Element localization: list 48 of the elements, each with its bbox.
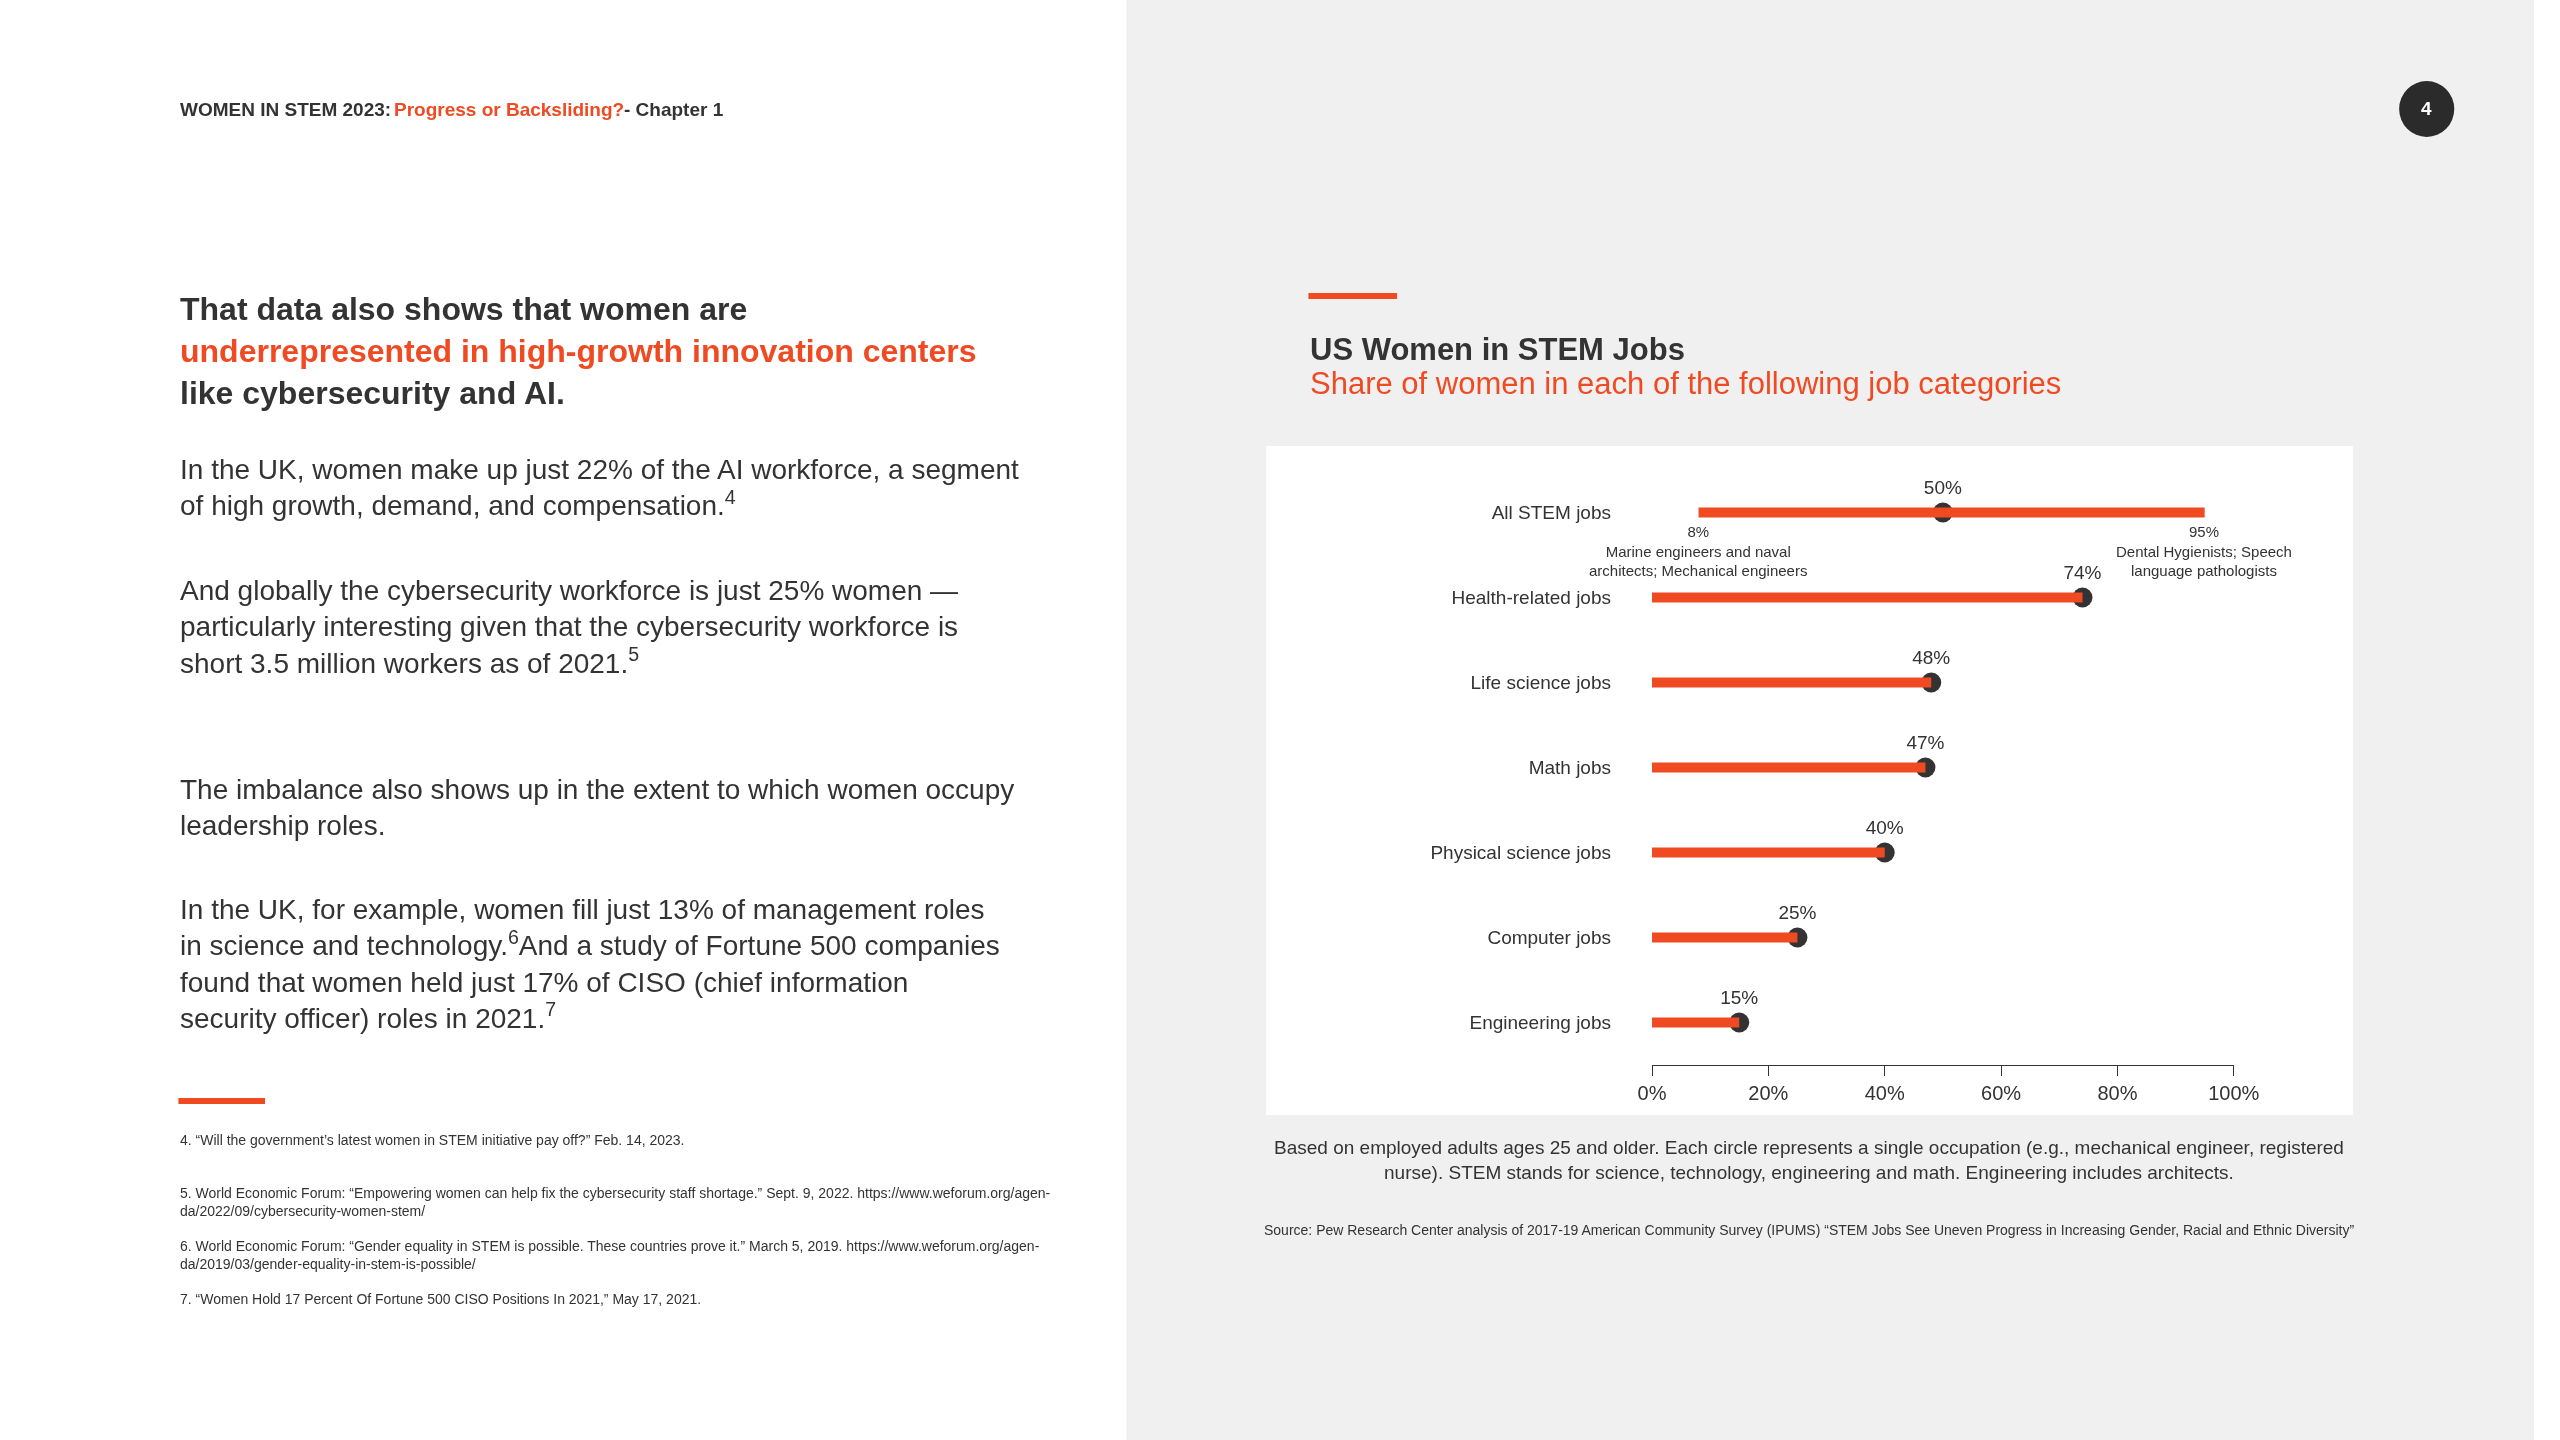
text: That data also shows that women are [180,291,748,327]
x-tick-label: 100% [2208,1082,2260,1104]
text: 6. World Economic Forum: “Gender equality in STEM is possible. These countries prove it.” March 5, 2019. https://www.weforum.org/agen- da/2019/03/gender-equality-in-stem-is-possible/ [180,1238,1040,1273]
data-label: 40% [1865,817,1904,839]
bar [1698,507,2205,518]
y-tick-label: All STEM jobs [1491,502,1611,524]
bar [1652,592,2083,603]
x-tick-label: 40% [1864,1082,1905,1104]
y-tick-label: Engineering jobs [1469,1012,1611,1034]
text: In the UK, women make up just 22% of the AI workforce, a segment of high growth, demand, and compensation.$^{4}$ [180,454,1020,522]
x-tick-label: 20% [1748,1082,1789,1104]
text: And globally the cybersecurity workforce is just 25% women — particularly interesting given that the cybersecurity workforce is short 3.5 million workers as of 2021.$^{5}$ [180,575,959,679]
text: 7. “Women Hold 17 Percent Of Fortune 500 CISO Positions In 2021,” May 17, 2021. [180,1291,702,1307]
bar [1652,1017,1740,1028]
text: underrepresented in high-growth innovation centers [180,333,977,369]
y-tick-label: Physical science jobs [1430,842,1611,864]
bar [1652,762,1926,773]
data-label: 15% [1720,987,1759,1009]
annotation: 95% Dental Hygienists; Speech language pathologists [2116,523,2292,579]
bar [1652,932,1798,943]
y-tick-label: Health-related jobs [1451,587,1611,609]
text: 4. “Will the government’s latest women in STEM initiative pay off?” Feb. 14, 2023. [180,1132,685,1148]
text: Progress or Backsliding? [394,99,625,120]
text: like cybersecurity and AI. [180,375,565,411]
text: Based on employed adults ages 25 and older. Each circle represents a single occupation (e.g., mechanical engineer, registered nurse). STEM stands for science, technology, engineering and math. Engineering includes architects. [1274,1137,2344,1183]
text: 5. World Economic Forum: “Empowering women can help fix the cybersecurity staff shortage.” Sept. 9, 2022. https://www.weforum.org/agen- da/2022/09/cybersecurity-women-stem/ [180,1185,1051,1220]
annotation: 8% Marine engineers and naval architects; Mechanical engineers [1589,523,1808,579]
text: 4 [2421,98,2432,119]
chart-title: US Women in STEM Jobs [1310,332,1685,367]
text: - Chapter 1 [624,99,724,120]
chart-subtitle: Share of women in each of the following job categories [1310,366,2062,401]
text: The imbalance also shows up in the extent to which women occupy leadership roles. [180,774,1015,842]
x-tick-label: 60% [1981,1082,2022,1104]
bar [1652,677,1932,688]
y-tick-label: Life science jobs [1470,672,1611,694]
y-tick-label: Computer jobs [1487,927,1611,949]
data-label: 25% [1778,902,1817,924]
y-tick-label: Math jobs [1528,757,1611,779]
bar [1652,847,1885,858]
data-label: 74% [2063,562,2102,584]
data-label: 50% [1923,477,1962,499]
source-note: Source: Pew Research Center analysis of 2017-19 American Community Survey (IPUMS) “STEM Jobs See Uneven Progress in Increasing Gender, Racial and Ethnic Diversity” [1264,1222,2355,1238]
x-tick-label: 0% [1637,1082,1667,1104]
text: WOMEN IN STEM 2023: [180,99,392,120]
data-label: 47% [1906,732,1945,754]
x-tick-label: 80% [2097,1082,2138,1104]
text: In the UK, for example, women fill just 13% of management roles in science and technology.$^{6}$And a study of Fortune 500 companies found that women held just 17% of CISO (chief information security officer) roles in 2021.$^{7}$ [180,894,1000,1035]
data-label: 48% [1912,647,1951,669]
